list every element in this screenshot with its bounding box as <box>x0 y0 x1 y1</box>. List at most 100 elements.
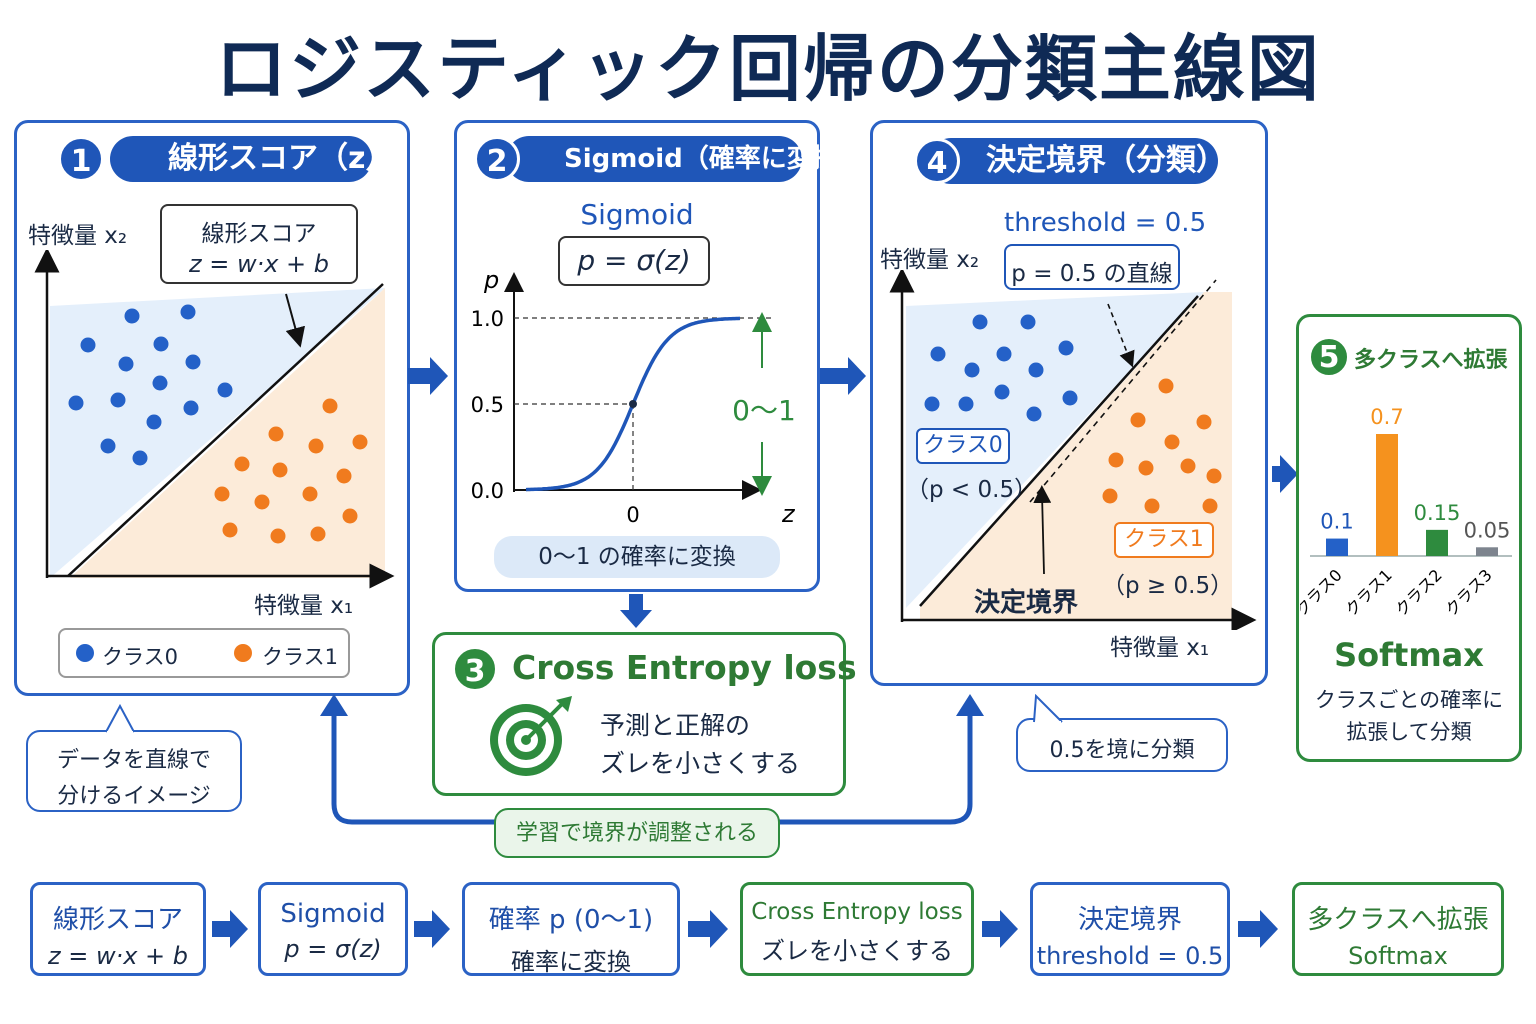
boundary-label: 決定境界 <box>974 588 1079 618</box>
class0-point <box>124 308 140 324</box>
class1-condition: （p ≥ 0.5） <box>1102 573 1234 599</box>
flow-step-linear-score: 線形スコア z = w·x + b <box>30 882 206 976</box>
flow-step-cross-entropy: Cross Entropy loss ズレを小さくする <box>740 882 974 976</box>
feedback-arrow-to-panel1 <box>320 694 348 716</box>
class1-point <box>1196 414 1212 430</box>
flow-step-2-sub: p = σ(z) <box>284 935 382 963</box>
class0-point <box>1028 362 1044 378</box>
flow-step-1-sub: z = w·x + b <box>47 942 189 970</box>
panel1-callout-line2: 分けるイメージ <box>57 784 211 809</box>
boundary-pointer <box>1033 485 1052 575</box>
class1-point <box>322 398 338 414</box>
sigmoid-formula-box: p = σ(z) <box>558 236 710 286</box>
class0-point <box>994 384 1010 400</box>
formula-pointer-arrow <box>285 293 306 348</box>
flow-arrow-4-icon <box>1000 910 1018 948</box>
softmax-bar <box>1426 529 1448 556</box>
class0-point <box>153 336 169 352</box>
formula-box-title: 線形スコア <box>201 221 317 247</box>
flow-arrow-2-icon <box>432 910 450 948</box>
class1-point <box>1206 468 1222 484</box>
panel3-line1: 予測と正解の <box>600 711 751 740</box>
class1-point <box>1138 460 1154 476</box>
flow-step-5-sub: threshold = 0.5 <box>1036 942 1224 970</box>
class0-point <box>217 382 233 398</box>
class0-point <box>68 395 84 411</box>
class1-point <box>1108 452 1124 468</box>
line-box: p = 0.5 の直線 <box>1004 244 1180 290</box>
panel4-x-axis-label: 特徴量 x₁ <box>1110 635 1210 661</box>
class0-point <box>1058 340 1074 356</box>
class0-point <box>958 396 974 412</box>
class0-point <box>132 450 148 466</box>
arrow-4-to-5-stem <box>1272 466 1282 482</box>
line-box-pointer <box>1107 303 1135 368</box>
arrow-1-to-2-stem <box>408 368 430 384</box>
flow-arrow-5-icon <box>1260 910 1278 948</box>
sigmoid-x-tick-label: 0 <box>626 503 639 527</box>
panel4-class1-points <box>1102 378 1222 514</box>
class1-point <box>1144 498 1160 514</box>
feedback-label: 学習で境界が調整される <box>494 808 780 858</box>
panel1-callout-tail <box>105 704 135 734</box>
softmax-category-label: クラス1 <box>1341 565 1395 619</box>
panel2-heading: Sigmoid（確率に変換） <box>506 136 865 182</box>
class0-point <box>118 356 134 372</box>
class1-region <box>70 288 385 578</box>
arrow-4-to-5-icon <box>1280 455 1298 493</box>
flow-step-multiclass: 多クラスへ拡張 Softmax <box>1292 882 1504 976</box>
class1-point <box>342 508 358 524</box>
flow-arrow-4-stem <box>982 921 1002 937</box>
sigmoid-y-tick-label: 0.5 <box>471 393 504 417</box>
class1-point <box>1158 378 1174 394</box>
class1-point <box>1130 412 1146 428</box>
class1-points <box>214 398 368 544</box>
range-label: 0～1 <box>732 394 796 427</box>
panel1-callout: データを直線で 分けるイメージ <box>26 730 242 812</box>
flow-step-decision-boundary: 決定境界 threshold = 0.5 <box>1030 882 1230 976</box>
class1-point <box>254 494 270 510</box>
formula-box: 線形スコア z = w·x + b <box>160 204 358 284</box>
softmax-bar-chart: 0.1 クラス0 0.7 クラス1 0.15 クラス2 0.05 クラス3 <box>1300 405 1512 620</box>
panel3-heading: Cross Entropy loss <box>512 648 857 687</box>
target-icon <box>490 696 572 776</box>
feedback-arrow-to-panel4 <box>956 694 984 716</box>
class0-point <box>1026 406 1042 422</box>
arrow-2-to-4-stem <box>820 368 850 384</box>
class1-point <box>234 456 250 472</box>
flow-arrow-1-icon <box>230 910 248 948</box>
arrow-2-to-3-icon <box>620 610 652 628</box>
sigmoid-formula: p = σ(z) <box>577 244 691 277</box>
class0-point <box>930 346 946 362</box>
page-title: ロジスティック回帰の分類主線図 <box>215 27 1321 111</box>
class0-point <box>100 438 116 454</box>
class0-points <box>68 304 233 466</box>
sigmoid-subtitle: Sigmoid <box>580 198 694 231</box>
flow-step-1-title: 線形スコア <box>52 905 183 935</box>
flow-arrow-1-stem <box>212 921 232 937</box>
panel1-heading: 線形スコア（z） <box>110 136 395 182</box>
class0-point <box>964 362 980 378</box>
panel4-callout: 0.5を境に分類 <box>1016 718 1228 772</box>
flow-arrow-5-stem <box>1238 921 1262 937</box>
panel-multiclass <box>1296 314 1522 762</box>
panel3-number: 3 <box>452 646 498 692</box>
softmax-category-label: クラス2 <box>1391 565 1445 619</box>
class0-point <box>146 414 162 430</box>
sigmoid-midpoint <box>629 400 637 408</box>
class0-point <box>924 396 940 412</box>
class1-point <box>308 438 324 454</box>
class1-point <box>310 526 326 542</box>
sigmoid-chart: p 0.0 0.5 1.0 0 0～1 z <box>471 266 796 528</box>
softmax-label: Softmax <box>1334 636 1484 674</box>
flow-step-3-title: 確率 p (0～1) <box>488 905 654 935</box>
softmax-value-label: 0.7 <box>1370 405 1403 429</box>
class1-point <box>1164 434 1180 450</box>
flow-step-2-title: Sigmoid <box>280 899 386 929</box>
class0-point <box>152 375 168 391</box>
flow-arrow-3-stem <box>688 921 712 937</box>
panel5-number: 5 <box>1308 336 1350 378</box>
class1-point <box>270 528 286 544</box>
class0-condition: （p < 0.5） <box>906 477 1038 503</box>
feedback-loop-line <box>331 712 973 825</box>
